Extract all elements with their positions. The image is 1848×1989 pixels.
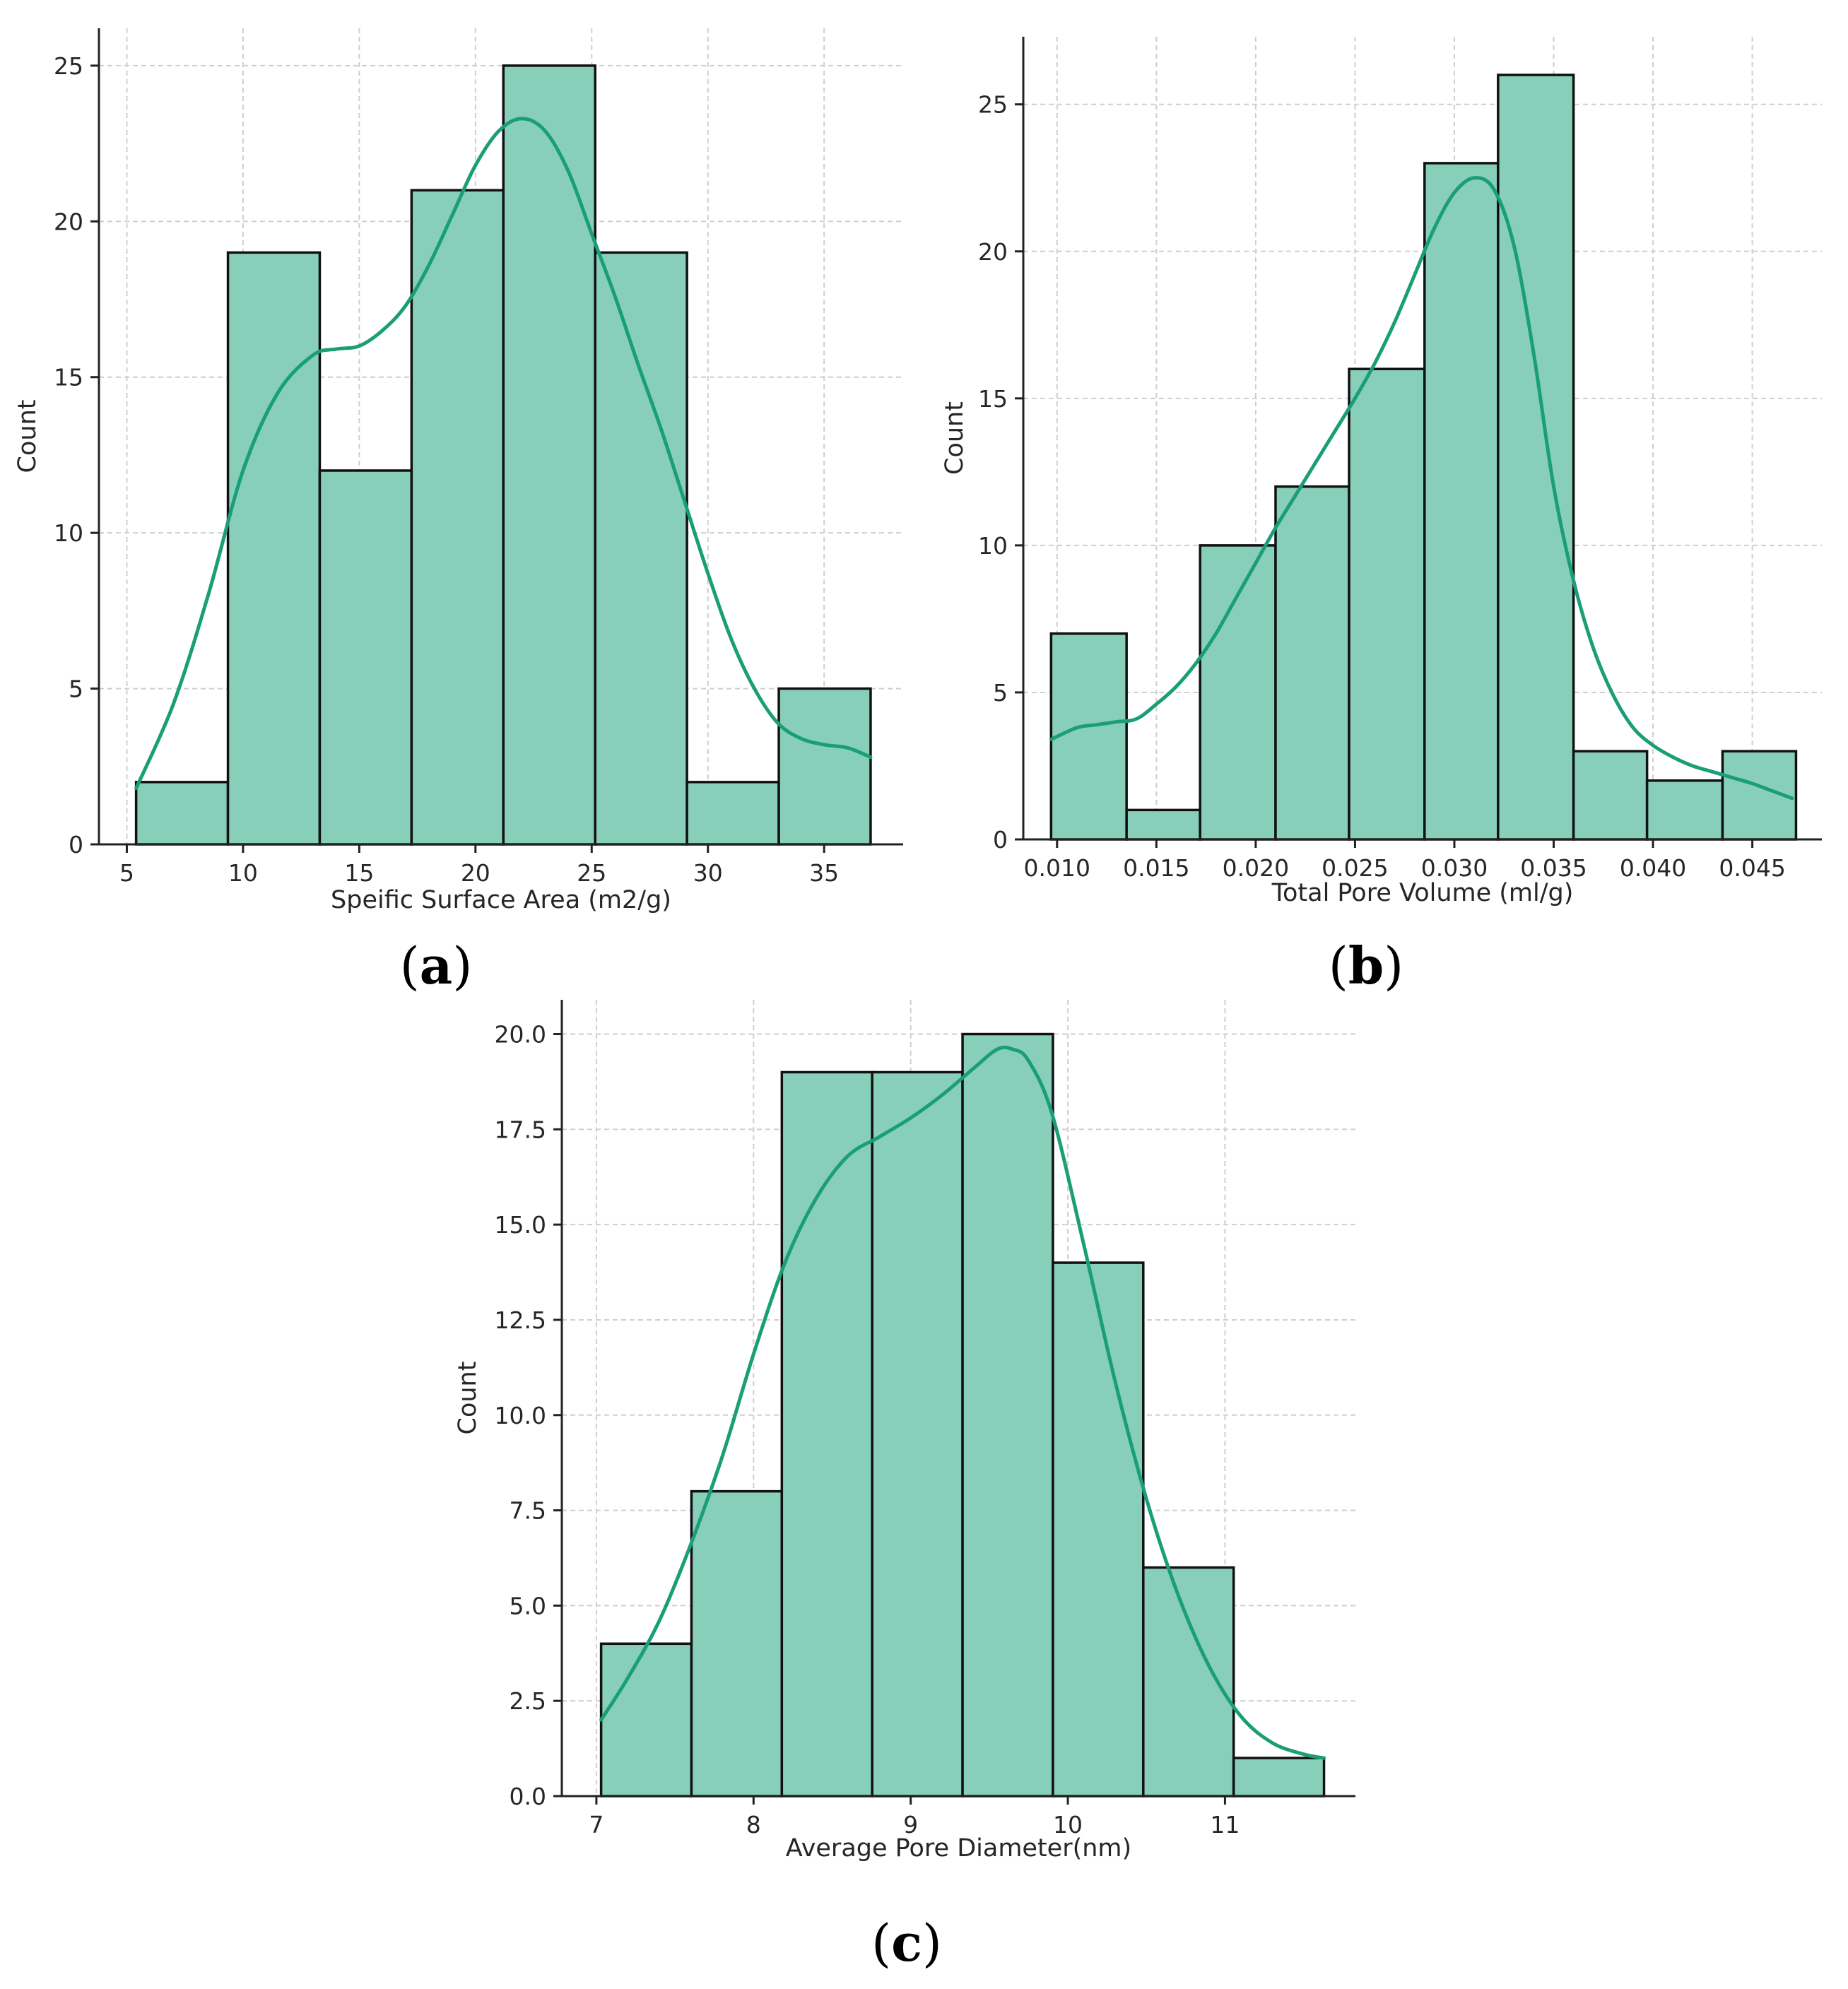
panel-a: 5 10 15 20 25 30 35 0 5 10 15 20 25 Speific Surface …	[13, 28, 903, 996]
panel-b-bar-8	[1645, 779, 1724, 841]
panel-b: 0.010 0.015 0.020 0.025 0.030 0.035 0.040 0.045…	[941, 37, 1822, 996]
panel-b-bar-4	[1348, 367, 1426, 841]
panel-c-label-letter: c	[891, 1913, 922, 1973]
panel-c-x-tick-label: 7	[589, 1811, 604, 1839]
panel-a-x-axis-title: Speific Surface Area (m2/g)	[331, 886, 671, 914]
panel-c-y-axis-title: Count	[454, 1362, 482, 1435]
panel-a-bar-2	[318, 469, 413, 846]
panel-a-x-tick-label: 25	[577, 859, 606, 887]
panel-b-x-tick-label: 0.045	[1719, 854, 1785, 882]
panel-a-axes: 5 10 15 20 25 30 35 0 5 10 15 20 25	[54, 28, 903, 887]
panel-b-y-tick-label: 5	[993, 679, 1008, 707]
panel-a-label: (a)	[400, 936, 473, 996]
panel-a-bar-0	[134, 781, 230, 846]
panel-b-bar-1	[1125, 808, 1201, 841]
panel-a-x-tick-label: 20	[461, 859, 490, 887]
panel-c-x-tick-label: 8	[746, 1811, 761, 1839]
panel-c-x-tick-label: 10	[1053, 1811, 1083, 1839]
panel-b-bar-7	[1572, 750, 1649, 841]
panel-c-bar-7	[1232, 1757, 1326, 1798]
panel-b-x-tick-label: 0.010	[1024, 854, 1090, 882]
panel-c-axes: 7 8 9 10 11 0.0 2.5 5.0 7.5 10.0 12.5 15.0 17.5 20.0	[495, 1000, 1355, 1839]
panel-b-x-tick-label: 0.020	[1223, 854, 1289, 882]
panel-c-y-tick-label: 20.0	[495, 1021, 546, 1049]
panel-b-y-tick-label: 0	[993, 826, 1008, 854]
panel-c-y-tick-label: 2.5	[510, 1687, 546, 1715]
panel-b-label: (b)	[1329, 936, 1404, 996]
panel-b-x-tick-label: 0.035	[1520, 854, 1587, 882]
panel-c-bar-4	[961, 1032, 1054, 1798]
panel-a-x-tick-label: 5	[119, 859, 134, 887]
panel-a-bar-1	[226, 251, 322, 846]
panel-c-label: (c)	[871, 1913, 942, 1973]
panel-a-y-tick-label: 10	[54, 519, 83, 547]
panel-b-bar-5	[1423, 162, 1500, 841]
panel-a-bar-4	[502, 64, 596, 846]
panel-a-x-tick-label: 10	[228, 859, 258, 887]
panel-c-bars	[599, 1032, 1326, 1798]
panel-c-x-tick-label: 11	[1210, 1811, 1240, 1839]
panel-b-bars	[1049, 73, 1798, 841]
panel-c-bar-0	[599, 1642, 693, 1798]
panel-c: 7 8 9 10 110.02.55.07.510.012.515.017.520.0 …	[454, 1000, 1355, 1973]
panel-b-y-tick-label: 15	[978, 385, 1008, 413]
panel-a-bar-5	[594, 251, 688, 846]
panel-a-y-tick-label: 20	[54, 208, 83, 235]
panel-c-y-tick-label: 10.0	[495, 1402, 546, 1429]
panel-a-label-letter: a	[420, 936, 453, 996]
panel-c-y-tick-label: 17.5	[495, 1116, 546, 1143]
panel-c-y-tick-label: 0.0	[510, 1783, 546, 1810]
panel-c-y-tick-label: 12.5	[495, 1306, 546, 1334]
panel-a-bar-7	[777, 687, 872, 846]
panel-b-bar-6	[1497, 73, 1575, 841]
panel-c-x-axis-title: Average Pore Diameter(nm)	[786, 1834, 1131, 1863]
panel-a-x-tick-label: 15	[344, 859, 374, 887]
panel-a-y-tick-label: 0	[69, 831, 83, 858]
panel-c-y-tick-label: 5.0	[510, 1592, 546, 1619]
panel-b-bar-0	[1049, 632, 1128, 841]
panel-c-kde-line	[599, 1045, 1326, 1760]
panel-b-x-tick-label: 0.025	[1322, 854, 1388, 882]
panel-a-y-axis-title: Count	[13, 400, 42, 473]
panel-b-x-axis-title: Total Pore Volume (ml/g)	[1271, 879, 1574, 907]
panel-b-label-letter: b	[1348, 936, 1384, 996]
panel-a-bar-3	[410, 189, 505, 846]
panel-a-x-tick-label: 35	[809, 859, 839, 887]
panel-b-x-tick-label: 0.030	[1421, 854, 1488, 882]
panel-c-y-tick-label: 15.0	[495, 1211, 546, 1239]
panel-a-bars	[134, 64, 872, 846]
panel-c-bar-2	[780, 1070, 873, 1798]
panel-b-x-tick-label: 0.040	[1620, 854, 1686, 882]
panel-a-y-tick-label: 15	[54, 364, 83, 391]
panel-a-kde-line	[134, 117, 873, 791]
panel-c-bar-1	[690, 1489, 784, 1798]
panel-b-bar-3	[1274, 485, 1350, 841]
panel-b-y-tick-label: 25	[978, 91, 1008, 119]
panel-b-y-tick-label: 20	[978, 238, 1008, 266]
panel-b-bar-2	[1199, 544, 1277, 841]
panel-b-y-axis-title: Count	[941, 401, 969, 475]
panel-c-x-tick-label: 9	[903, 1811, 918, 1839]
panel-b-kde-line	[1049, 176, 1794, 801]
panel-c-y-tick-label: 7.5	[510, 1497, 546, 1525]
panel-c-bar-3	[871, 1070, 964, 1798]
panel-c-bar-5	[1052, 1261, 1145, 1798]
panel-b-x-tick-label: 0.015	[1123, 854, 1189, 882]
panel-c-bar-6	[1142, 1566, 1235, 1798]
panel-a-x-tick-label: 30	[693, 859, 723, 887]
panel-b-y-tick-label: 10	[978, 532, 1008, 560]
panel-b-axes: 0.010 0.015 0.020 0.025 0.030 0.035 0.040 0.045…	[978, 37, 1822, 882]
panel-a-y-tick-label: 5	[69, 675, 83, 703]
panel-a-bar-6	[685, 781, 780, 846]
panel-a-y-tick-label: 25	[54, 52, 83, 80]
